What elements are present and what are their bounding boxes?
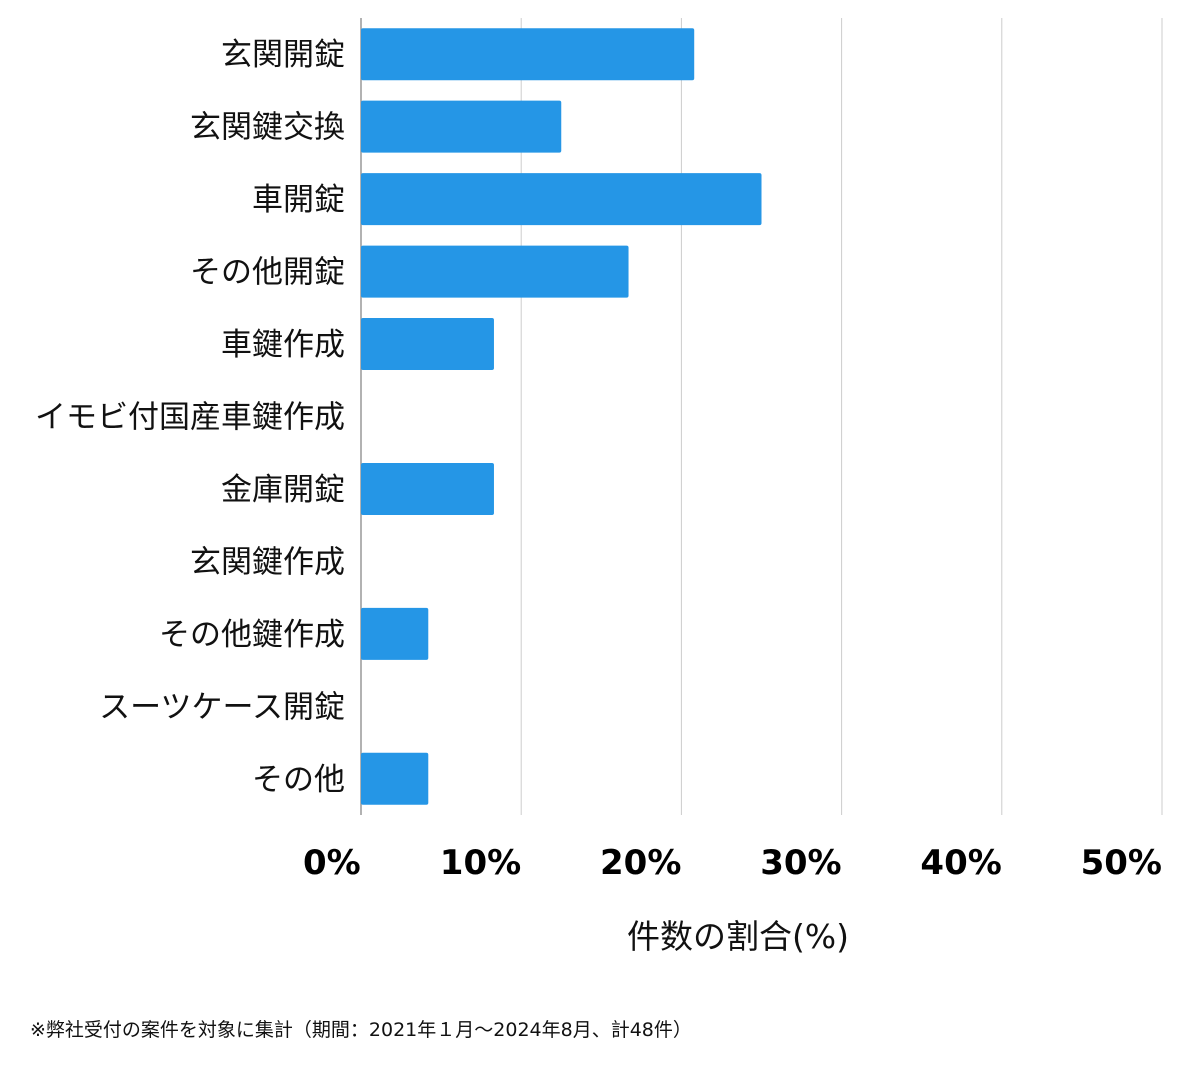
category-label: 車開錠 (252, 182, 345, 218)
category-label: 金庫開錠 (221, 472, 345, 508)
category-label: その他 (252, 762, 345, 798)
category-label: 車鍵作成 (221, 327, 345, 363)
category-label: 玄関鍵交換 (190, 110, 345, 146)
bar-chart: 玄関開錠玄関鍵交換車開錠その他開錠車鍵作成イモビ付国産車鍵作成金庫開錠玄関鍵作成… (35, 18, 1163, 956)
bar (361, 173, 762, 226)
footnote: ※弊社受付の案件を対象に集計（期間：2021年１月〜2024年8月、計48件） (30, 1019, 692, 1041)
category-label: その他開錠 (190, 255, 345, 291)
x-tick-label: 50% (1081, 843, 1162, 883)
bar (361, 462, 494, 515)
bar (361, 100, 562, 153)
x-tick-label: 20% (600, 843, 681, 883)
category-labels: 玄関開錠玄関鍵交換車開錠その他開錠車鍵作成イモビ付国産車鍵作成金庫開錠玄関鍵作成… (35, 37, 345, 798)
x-tick-label: 10% (440, 843, 521, 883)
category-label: イモビ付国産車鍵作成 (35, 400, 345, 436)
bar (361, 752, 429, 805)
category-label: スーツケース開錠 (99, 689, 345, 725)
category-label: その他鍵作成 (159, 617, 345, 653)
bar (361, 245, 629, 298)
tick-labels: 0% 10% 20% 30% 40% 50% (303, 843, 1162, 883)
bars (361, 28, 762, 805)
x-axis-title: 件数の割合(%) (627, 917, 849, 956)
bar (361, 607, 429, 660)
x-tick-label: 30% (760, 843, 841, 883)
x-tick-label: 40% (920, 843, 1001, 883)
x-tick-label: 0% (303, 843, 361, 883)
bar (361, 28, 695, 81)
category-label: 玄関開錠 (221, 37, 345, 73)
bar (361, 318, 494, 371)
category-label: 玄関鍵作成 (190, 544, 345, 580)
